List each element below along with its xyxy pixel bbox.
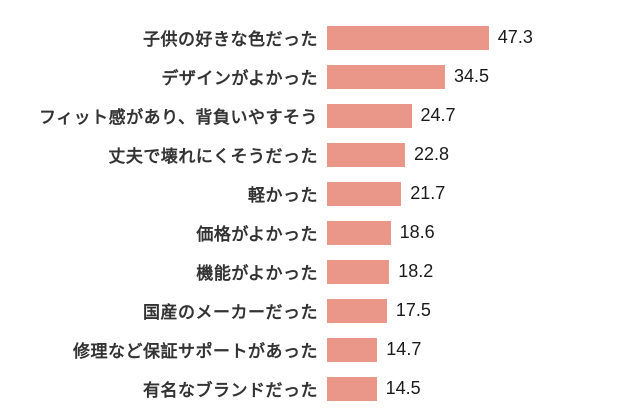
- bar: [327, 259, 390, 284]
- category-label: 有名なブランドだった: [143, 381, 318, 400]
- category-label: 価格がよかった: [196, 225, 318, 244]
- chart-row: 国産のメーカーだった 17.5: [0, 291, 631, 330]
- bar: [327, 142, 405, 167]
- chart-row: 価格がよかった 18.6: [0, 213, 631, 252]
- category-label: 修理など保証サポートがあった: [73, 342, 318, 361]
- value-label: 22.8: [414, 144, 450, 164]
- category-label: 丈夫で壊れにくそうだった: [108, 147, 318, 166]
- bar: [327, 220, 391, 245]
- bar: [327, 25, 489, 50]
- category-label: 機能がよかった: [196, 264, 318, 283]
- chart-row: 子供の好きな色だった 47.3: [0, 18, 631, 57]
- bar: [327, 337, 378, 362]
- category-label: 軽かった: [248, 186, 318, 205]
- value-label: 14.5: [385, 378, 421, 398]
- value-label: 21.7: [410, 183, 446, 203]
- bar: [327, 64, 445, 89]
- value-label: 34.5: [454, 66, 490, 86]
- chart-row: フィット感があり、背負いやすそう 24.7: [0, 96, 631, 135]
- value-label: 18.6: [399, 222, 435, 242]
- bar: [327, 181, 402, 206]
- chart-row: 丈夫で壊れにくそうだった 22.8: [0, 135, 631, 174]
- chart-row: 有名なブランドだった 14.5: [0, 369, 631, 408]
- chart-row: 機能がよかった 18.2: [0, 252, 631, 291]
- category-label: 国産のメーカーだった: [143, 303, 318, 322]
- value-label: 24.7: [420, 105, 456, 125]
- chart-row: 修理など保証サポートがあった 14.7: [0, 330, 631, 369]
- category-label: 子供の好きな色だった: [143, 30, 318, 49]
- chart-row: デザインがよかった 34.5: [0, 57, 631, 96]
- value-label: 47.3: [497, 27, 533, 47]
- bar: [327, 376, 377, 401]
- category-label: フィット感があり、背負いやすそう: [39, 108, 318, 127]
- bar: [327, 103, 412, 128]
- chart-row: 軽かった 21.7: [0, 174, 631, 213]
- category-label: デザインがよかった: [161, 69, 318, 88]
- bar: [327, 298, 387, 323]
- value-label: 17.5: [395, 300, 431, 320]
- value-label: 18.2: [398, 261, 434, 281]
- value-label: 14.7: [386, 339, 422, 359]
